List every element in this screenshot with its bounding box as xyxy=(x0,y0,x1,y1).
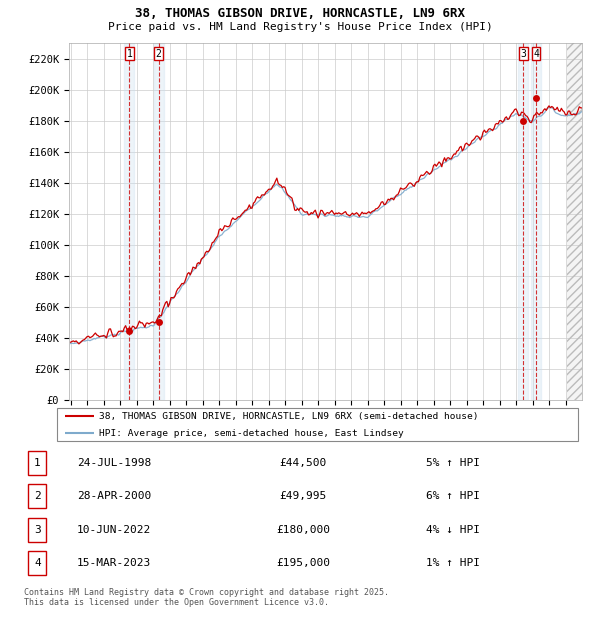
Bar xyxy=(518,43,528,400)
FancyBboxPatch shape xyxy=(56,408,578,441)
Text: 1: 1 xyxy=(34,458,41,468)
Text: £195,000: £195,000 xyxy=(276,558,330,568)
Text: 1% ↑ HPI: 1% ↑ HPI xyxy=(426,558,480,568)
Text: This data is licensed under the Open Government Licence v3.0.: This data is licensed under the Open Gov… xyxy=(24,598,329,607)
Text: 6% ↑ HPI: 6% ↑ HPI xyxy=(426,492,480,502)
Bar xyxy=(124,43,134,400)
Text: 4% ↓ HPI: 4% ↓ HPI xyxy=(426,525,480,534)
FancyBboxPatch shape xyxy=(28,518,46,542)
Text: 4: 4 xyxy=(34,558,41,568)
Text: 15-MAR-2023: 15-MAR-2023 xyxy=(77,558,151,568)
Text: 38, THOMAS GIBSON DRIVE, HORNCASTLE, LN9 6RX (semi-detached house): 38, THOMAS GIBSON DRIVE, HORNCASTLE, LN9… xyxy=(99,412,478,420)
FancyBboxPatch shape xyxy=(28,484,46,508)
Text: £44,500: £44,500 xyxy=(280,458,326,468)
Bar xyxy=(531,43,541,400)
Text: 1: 1 xyxy=(127,49,133,59)
Text: 4: 4 xyxy=(533,49,539,59)
Text: 28-APR-2000: 28-APR-2000 xyxy=(77,492,151,502)
Text: 3: 3 xyxy=(520,49,526,59)
FancyBboxPatch shape xyxy=(28,551,46,575)
Text: 2: 2 xyxy=(155,49,161,59)
Text: 2: 2 xyxy=(34,492,41,502)
Text: Contains HM Land Registry data © Crown copyright and database right 2025.: Contains HM Land Registry data © Crown c… xyxy=(24,588,389,597)
Text: 3: 3 xyxy=(34,525,41,534)
Text: £49,995: £49,995 xyxy=(280,492,326,502)
Text: 5% ↑ HPI: 5% ↑ HPI xyxy=(426,458,480,468)
Bar xyxy=(154,43,164,400)
Text: HPI: Average price, semi-detached house, East Lindsey: HPI: Average price, semi-detached house,… xyxy=(99,429,404,438)
Text: Price paid vs. HM Land Registry's House Price Index (HPI): Price paid vs. HM Land Registry's House … xyxy=(107,22,493,32)
Text: 24-JUL-1998: 24-JUL-1998 xyxy=(77,458,151,468)
Text: £180,000: £180,000 xyxy=(276,525,330,534)
FancyBboxPatch shape xyxy=(28,451,46,475)
Text: 10-JUN-2022: 10-JUN-2022 xyxy=(77,525,151,534)
Text: 38, THOMAS GIBSON DRIVE, HORNCASTLE, LN9 6RX: 38, THOMAS GIBSON DRIVE, HORNCASTLE, LN9… xyxy=(135,7,465,20)
